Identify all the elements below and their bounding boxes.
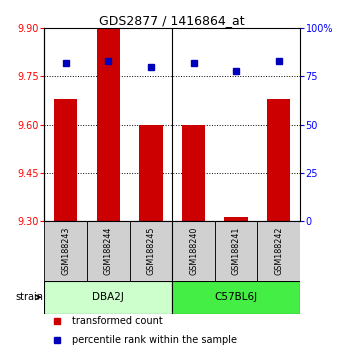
Bar [44,221,87,281]
Text: GSM188245: GSM188245 [146,227,155,275]
Bar [87,221,130,281]
Text: transformed count: transformed count [73,316,163,326]
Text: GSM188240: GSM188240 [189,227,198,275]
Text: percentile rank within the sample: percentile rank within the sample [73,335,237,345]
Text: GSM188241: GSM188241 [232,227,241,275]
Text: DBA2J: DBA2J [92,292,124,302]
Text: GSM188242: GSM188242 [274,227,283,275]
Bar [139,125,163,221]
Text: GSM188243: GSM188243 [61,227,70,275]
Text: C57BL6J: C57BL6J [214,292,258,302]
Bar [172,281,300,314]
Bar [267,99,291,221]
Text: GSM188244: GSM188244 [104,227,113,275]
Bar [130,221,172,281]
Title: GDS2877 / 1416864_at: GDS2877 / 1416864_at [99,14,245,27]
Bar [257,221,300,281]
Bar [44,281,172,314]
Bar [215,221,257,281]
Bar [54,99,77,221]
Bar [224,217,248,221]
Bar [172,221,215,281]
Bar [182,125,205,221]
Bar [97,28,120,221]
Text: strain: strain [15,292,44,302]
